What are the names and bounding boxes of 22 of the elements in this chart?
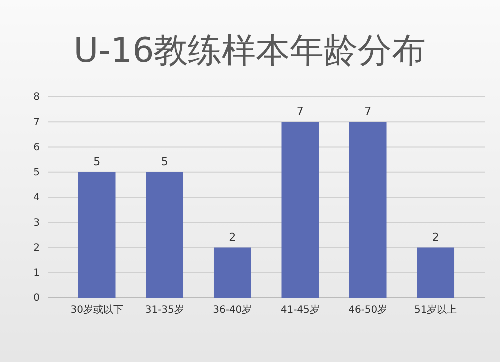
x-tick-label: 41-45岁 (280, 304, 320, 316)
data-label: 7 (364, 105, 372, 118)
y-tick-label: 1 (34, 268, 40, 280)
data-label: 5 (161, 155, 168, 168)
data-label: 2 (229, 230, 236, 244)
y-tick-label: 3 (34, 218, 40, 229)
y-tick-label: 7 (34, 117, 40, 128)
data-label: 5 (94, 155, 101, 168)
x-tick-label: 51岁以上 (414, 304, 458, 316)
x-tick-label: 46-50岁 (348, 304, 388, 316)
x-tick-label: 36-40岁 (213, 304, 252, 316)
y-tick-label: 5 (34, 168, 40, 179)
x-tick-label: 30岁或以下 (70, 304, 124, 316)
x-tick-label: 31-35岁 (145, 304, 184, 316)
y-tick-label: 2 (34, 242, 40, 254)
y-tick-label: 0 (34, 293, 40, 304)
data-label: 7 (296, 105, 304, 118)
y-tick-label: 4 (34, 192, 40, 204)
y-tick-label: 8 (34, 92, 40, 104)
y-tick-label: 6 (34, 142, 40, 154)
data-label: 2 (432, 230, 440, 244)
chart-title: U-16教练样本年龄分布 (74, 31, 426, 71)
